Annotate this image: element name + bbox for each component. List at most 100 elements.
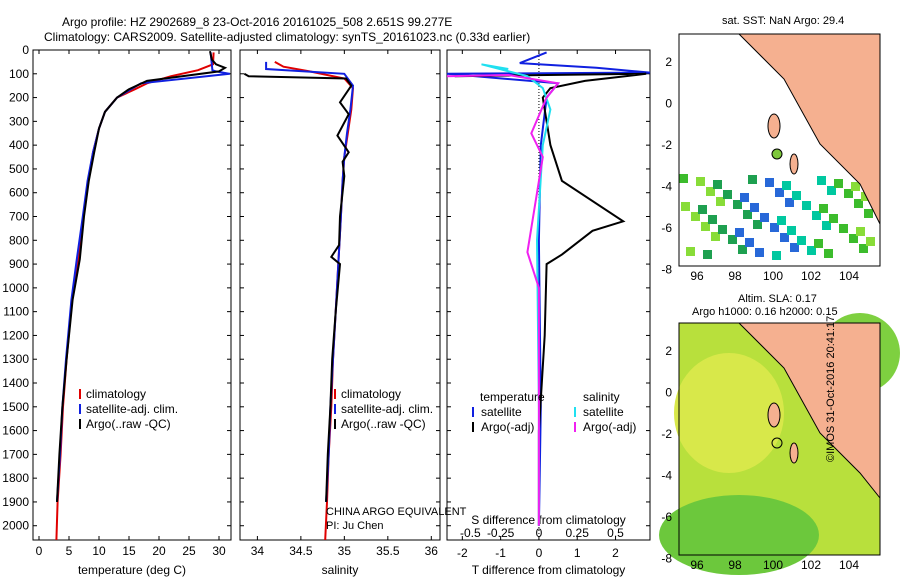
legend-label-difference: Argo(-adj) [583,420,636,434]
panel-frame-salinity [239,49,441,541]
depth-tick-label: 200 [9,91,29,105]
sst-pixel [829,214,838,223]
x-axis-label-salinity: salinity [322,563,359,577]
sst-pixel [822,221,831,230]
legend-title-temperature: temperature [480,390,545,404]
x-tick-label-difference: -2 [457,546,468,560]
sst-pixel [844,189,853,198]
sst-pixel [819,204,828,213]
depth-tick-label: 1500 [2,400,29,414]
sst-pixel [745,238,754,247]
x-tick-label-salinity: 35.5 [376,544,400,558]
map-y-tick-label-sla: -8 [661,552,672,566]
credit-text: ©IMOS 31-Oct-2016 20:41:17 [825,315,837,462]
depth-tick-label: 2000 [2,519,29,533]
legend-label-temperature: Argo(..raw -QC) [86,417,171,431]
map-y-tick-label-sla: -4 [661,469,672,483]
map-x-tick-label-sst: 102 [801,269,821,283]
series-line-temperature-1 [56,52,230,502]
island-sst [789,153,799,175]
sst-pixel [859,244,868,253]
x-tick-label-salinity: 34 [251,544,265,558]
sst-pixel [755,248,764,257]
x2-tick-label: -0.5 [460,526,481,540]
sst-pixel [698,205,707,214]
sst-pixel [814,239,823,248]
x-axis-label-temperature: temperature (deg C) [78,563,186,577]
sst-pixel [708,215,717,224]
map-y-tick-label-sst: 0 [665,97,672,111]
sst-pixel [780,233,789,242]
sst-pixel [703,250,712,259]
island-sla [789,442,799,464]
x2-tick-label: -0.25 [487,526,515,540]
map-x-tick-label-sla: 102 [801,558,821,572]
sst-pixel [706,187,715,196]
sst-pixel [701,222,710,231]
float-location-marker-sst [771,148,783,160]
map-y-tick-label-sst: -4 [661,180,672,194]
depth-tick-label: 400 [9,138,29,152]
map-x-tick-label-sst: 100 [763,269,783,283]
series-line-salinity-2 [243,72,353,502]
depth-tick-label: 900 [9,257,29,271]
sst-pixel [817,176,826,185]
sst-pixel [854,199,863,208]
island-sla [767,402,781,428]
x-axis-label-difference: T difference from climatology [472,563,626,577]
map-x-tick-label-sst: 96 [690,269,704,283]
depth-tick-label: 1900 [2,495,29,509]
x-tick-label-salinity: 36 [425,544,439,558]
sst-pixel [856,227,865,236]
sst-pixel [785,198,794,207]
series-line-salinity-1 [265,61,355,502]
legend-label-temperature: climatology [86,387,146,401]
sst-pixel [861,192,870,201]
depth-tick-label: 0 [22,43,29,57]
sst-pixel [827,186,836,195]
x-tick-label-temperature: 10 [92,544,106,558]
series-line-difference-3 [446,73,560,526]
sst-pixel [738,245,747,254]
depth-tick-label: 1400 [2,376,29,390]
sst-pixel [716,197,725,206]
sst-pixel [775,188,784,197]
sst-pixel [792,191,801,200]
series-line-difference-1 [454,72,647,526]
legend-label-difference: Argo(-adj) [481,420,534,434]
sst-pixel [735,228,744,237]
header-line-1: Argo profile: HZ 2902689_8 23-Oct-2016 2… [62,15,453,29]
x-tick-label-temperature: 30 [212,544,226,558]
series-line-difference-0 [446,51,651,526]
series-line-temperature-0 [55,52,215,541]
x-tick-label-difference: 1 [574,546,581,560]
depth-tick-label: 1300 [2,352,29,366]
depth-tick-label: 800 [9,233,29,247]
map-x-tick-label-sla: 100 [763,558,783,572]
series-line-temperature-2 [56,50,228,502]
sst-pixel [849,234,858,243]
sst-pixel [802,201,811,210]
sla-map-title-1: Altim. SLA: 0.17 [738,293,817,305]
map-y-tick-label-sla: 2 [665,344,672,358]
sst-pixel [864,209,873,218]
depth-tick-label: 700 [9,210,29,224]
depth-tick-label: 100 [9,67,29,81]
legend-label-difference: satellite [481,405,522,419]
sst-pixel [679,174,688,183]
map-y-tick-label-sst: -2 [661,138,672,152]
sst-pixel [696,177,705,186]
depth-tick-label: 300 [9,114,29,128]
sst-pixel [728,235,737,244]
x-tick-label-salinity: 35 [338,544,352,558]
map-x-tick-label-sla: 104 [839,558,859,572]
x-tick-label-salinity: 34.5 [289,544,313,558]
map-x-tick-label-sla: 98 [728,558,742,572]
x2-tick-label: 0.5 [607,526,624,540]
map-x-tick-label-sst: 98 [728,269,742,283]
depth-tick-label: 1200 [2,328,29,342]
sst-pixel [743,210,752,219]
annotation-pi: PI: Ju Chen [326,520,384,532]
depth-tick-label: 500 [9,162,29,176]
x2-tick-label: 0 [536,526,543,540]
